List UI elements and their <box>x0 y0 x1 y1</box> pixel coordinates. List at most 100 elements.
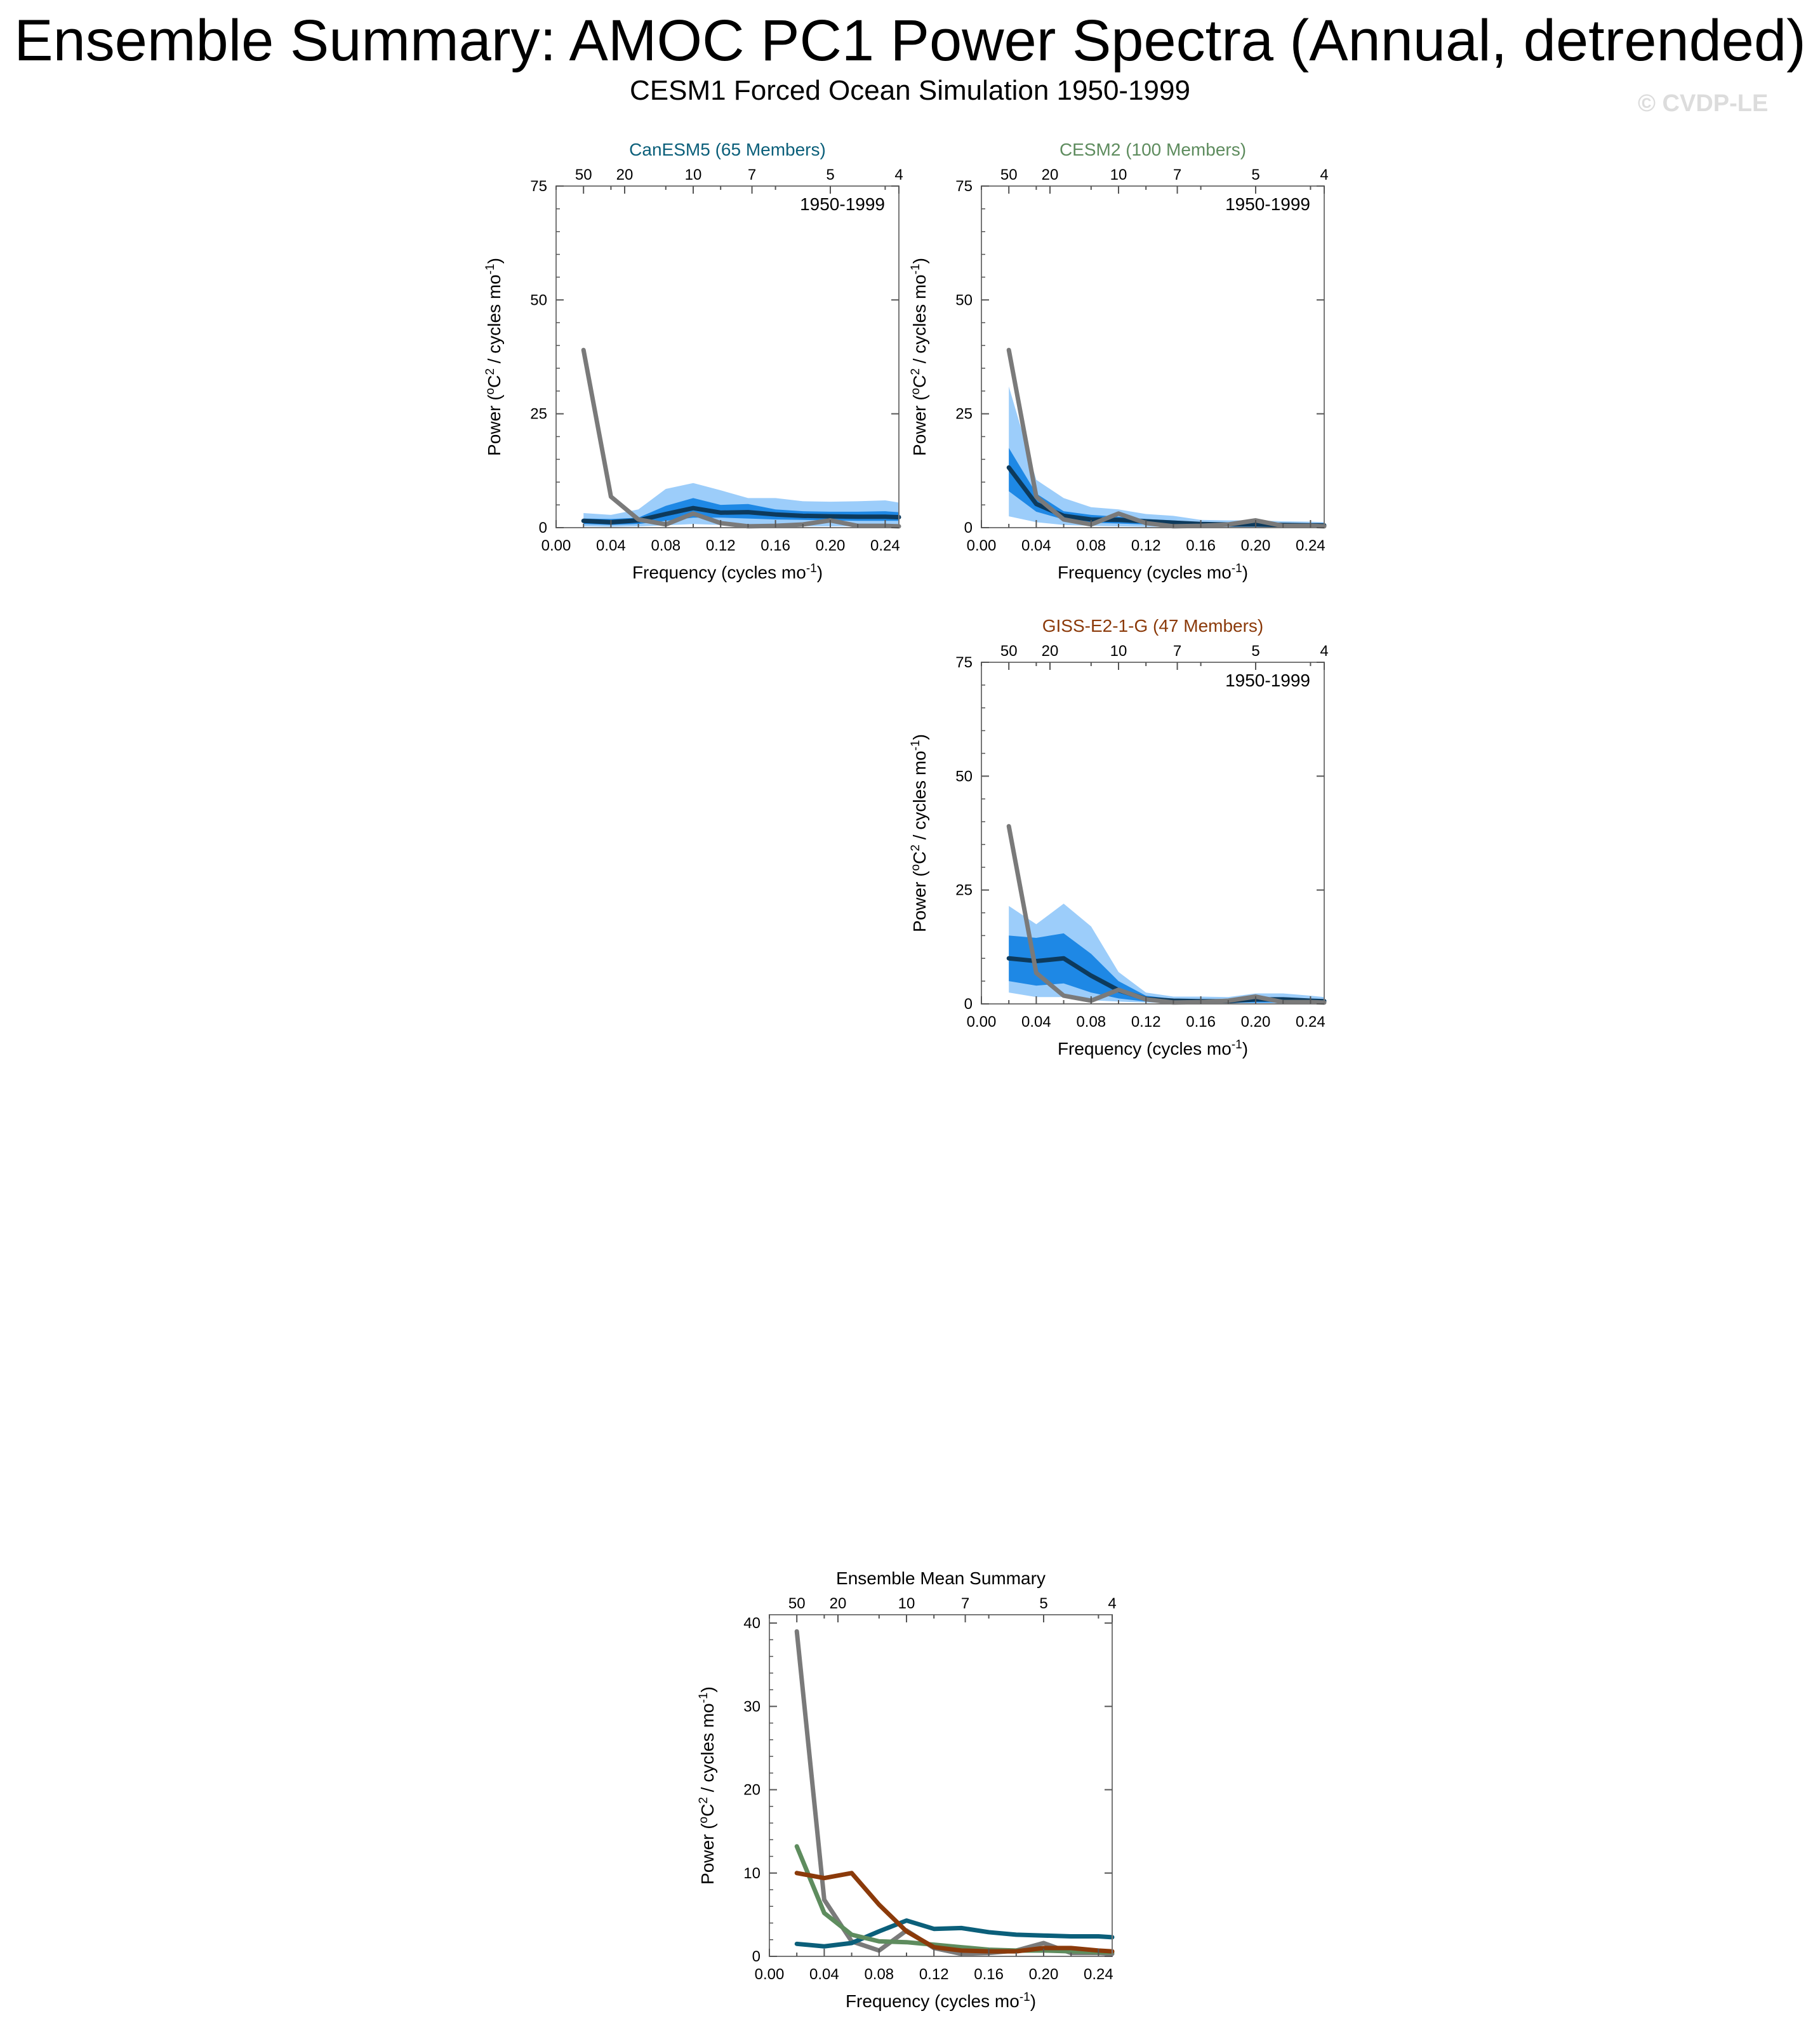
y-axis-label: Power (oC2 / cycles mo-1) <box>697 1686 718 1885</box>
y-tick-label: 0 <box>964 996 973 1013</box>
x-tick-label: 0.00 <box>967 537 997 554</box>
y-tick-label: 25 <box>955 406 973 423</box>
x-tick-label: 0.04 <box>1021 537 1051 554</box>
top-tick-label: 20 <box>616 166 634 184</box>
x-axis-label: Frequency (cycles mo-1) <box>632 562 823 583</box>
top-tick-label: 7 <box>961 1595 969 1612</box>
top-tick-label: 10 <box>685 166 702 184</box>
page-subtitle: CESM1 Forced Ocean Simulation 1950-1999 <box>630 75 1190 106</box>
observed-series-line <box>794 1629 1115 1956</box>
panel-title: GISS-E2-1-G (47 Members) <box>1042 616 1264 636</box>
top-tick-label: 20 <box>830 1595 847 1612</box>
x-tick-label: 0.04 <box>596 537 626 554</box>
x-tick-label: 0.16 <box>1186 1013 1216 1031</box>
top-tick-label: 7 <box>748 166 756 184</box>
x-tick-label: 0.12 <box>1131 1013 1161 1031</box>
y-tick-label: 30 <box>743 1698 761 1715</box>
y-tick-label: 75 <box>955 178 973 195</box>
x-tick-label: 0.00 <box>541 537 571 554</box>
top-tick-label: 4 <box>1108 1595 1116 1612</box>
y-axis-label: Power (oC2 / cycles mo-1) <box>484 258 505 456</box>
y-tick-label: 0 <box>964 519 973 537</box>
y-tick-label: 10 <box>743 1865 761 1882</box>
period-label: 1950-1999 <box>1225 194 1310 214</box>
y-tick-label: 50 <box>955 291 973 309</box>
top-tick-label: 10 <box>1110 166 1127 184</box>
y-tick-label: 20 <box>743 1782 761 1799</box>
top-tick-label: 5 <box>1251 166 1259 184</box>
top-tick-label: 5 <box>1039 1595 1047 1612</box>
top-tick-label: 4 <box>1320 166 1328 184</box>
watermark: © CVDP-LE <box>1638 90 1769 117</box>
cesm2-series-line <box>794 1844 1115 1954</box>
x-tick-label: 0.20 <box>1241 1013 1271 1031</box>
x-tick-label: 0.08 <box>1076 1013 1106 1031</box>
x-tick-label: 0.08 <box>864 1966 894 1983</box>
top-tick-label: 4 <box>894 166 903 184</box>
y-tick-label: 25 <box>530 406 547 423</box>
y-tick-label: 50 <box>530 291 547 309</box>
y-tick-label: 0 <box>539 519 547 537</box>
top-tick-label: 20 <box>1042 643 1059 660</box>
panel-title: CanESM5 (65 Members) <box>629 140 826 159</box>
plot-frame <box>769 1614 1113 1957</box>
inner-spread-band <box>1009 933 1324 1003</box>
x-tick-label: 0.00 <box>967 1013 997 1031</box>
top-tick-label: 4 <box>1320 643 1328 660</box>
x-tick-label: 0.24 <box>1296 537 1325 554</box>
y-tick-label: 50 <box>955 768 973 785</box>
x-tick-label: 0.20 <box>816 537 846 554</box>
x-tick-label: 0.12 <box>1131 537 1161 554</box>
top-tick-label: 50 <box>1000 643 1018 660</box>
x-tick-label: 0.04 <box>1021 1013 1051 1031</box>
x-tick-label: 0.20 <box>1029 1966 1059 1983</box>
y-tick-label: 75 <box>955 654 973 671</box>
top-tick-label: 10 <box>1110 643 1127 660</box>
x-axis-label: Frequency (cycles mo-1) <box>846 1991 1036 2012</box>
period-label: 1950-1999 <box>1225 671 1310 690</box>
x-tick-label: 0.16 <box>974 1966 1004 1983</box>
y-axis-label: Power (oC2 / cycles mo-1) <box>909 734 930 932</box>
top-tick-label: 50 <box>575 166 592 184</box>
x-tick-label: 0.12 <box>706 537 736 554</box>
plot-frame <box>981 662 1325 1005</box>
outer-spread-band <box>1009 386 1324 528</box>
x-axis-label: Frequency (cycles mo-1) <box>1058 562 1248 583</box>
top-tick-label: 7 <box>1173 166 1181 184</box>
giss-series-line <box>794 1871 1115 1954</box>
x-tick-label: 0.00 <box>755 1966 785 1983</box>
x-tick-label: 0.16 <box>1186 537 1216 554</box>
top-tick-label: 5 <box>826 166 834 184</box>
period-label: 1950-1999 <box>800 194 885 214</box>
x-tick-label: 0.24 <box>1296 1013 1325 1031</box>
x-tick-label: 0.12 <box>919 1966 949 1983</box>
y-axis-label: Power (oC2 / cycles mo-1) <box>909 258 930 456</box>
page-title: Ensemble Summary: AMOC PC1 Power Spectra… <box>14 8 1806 73</box>
x-tick-label: 0.08 <box>651 537 681 554</box>
x-tick-label: 0.04 <box>809 1966 839 1983</box>
plot-frame <box>981 185 1325 528</box>
top-tick-label: 50 <box>1000 166 1018 184</box>
top-tick-label: 7 <box>1173 643 1181 660</box>
canesm5-series-line <box>794 1918 1115 1949</box>
top-tick-label: 5 <box>1251 643 1259 660</box>
y-tick-label: 25 <box>955 882 973 899</box>
top-tick-label: 20 <box>1042 166 1059 184</box>
y-tick-label: 75 <box>530 178 547 195</box>
panel-title: CESM2 (100 Members) <box>1059 140 1246 159</box>
y-tick-label: 40 <box>743 1615 761 1632</box>
panel-title: Ensemble Mean Summary <box>836 1568 1046 1588</box>
chart-panel-4: 0.00 0.04 0.08 0.12 0.16 0.20 0.24 0 10 20 30 40 50 2… <box>697 1568 1117 2011</box>
x-tick-label: 0.24 <box>1084 1966 1113 1983</box>
top-tick-label: 10 <box>898 1595 915 1612</box>
x-tick-label: 0.20 <box>1241 537 1271 554</box>
top-tick-label: 50 <box>788 1595 806 1612</box>
y-tick-label: 0 <box>752 1948 761 1965</box>
x-tick-label: 0.24 <box>870 537 900 554</box>
plot-frame <box>555 185 900 528</box>
x-tick-label: 0.08 <box>1076 537 1106 554</box>
